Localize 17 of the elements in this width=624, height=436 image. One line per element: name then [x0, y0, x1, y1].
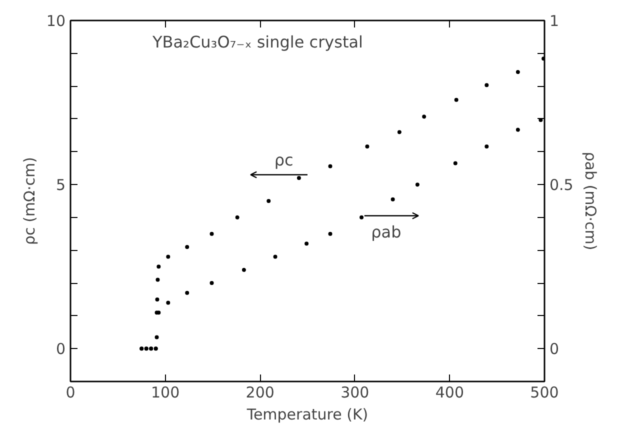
- y2-tick-label: 0: [550, 340, 560, 358]
- annotation: ρab: [371, 222, 402, 242]
- y2-tick-label: 0.5: [550, 176, 574, 194]
- x-tick-label: 500: [530, 384, 559, 402]
- y2-axis-title: ρab (mΩ·cm): [581, 152, 600, 250]
- y-axis-title: ρc (mΩ·cm): [20, 157, 38, 245]
- y-tick-label: 5: [56, 176, 66, 194]
- annotation: ρc: [274, 150, 294, 170]
- x-tick-label: 400: [435, 384, 464, 402]
- y-tick-label: 0: [56, 340, 66, 358]
- annotation: YBa₂Cu₃O₇₋ₓ single crystal: [152, 32, 363, 52]
- y-tick-label: 10: [46, 12, 66, 30]
- x-tick-label: 100: [150, 384, 180, 402]
- x-tick-label: 300: [340, 384, 370, 402]
- y2-tick-label: 1: [550, 12, 560, 30]
- x-axis-title: Temperature (K): [246, 406, 368, 424]
- x-tick-label: 200: [246, 384, 274, 402]
